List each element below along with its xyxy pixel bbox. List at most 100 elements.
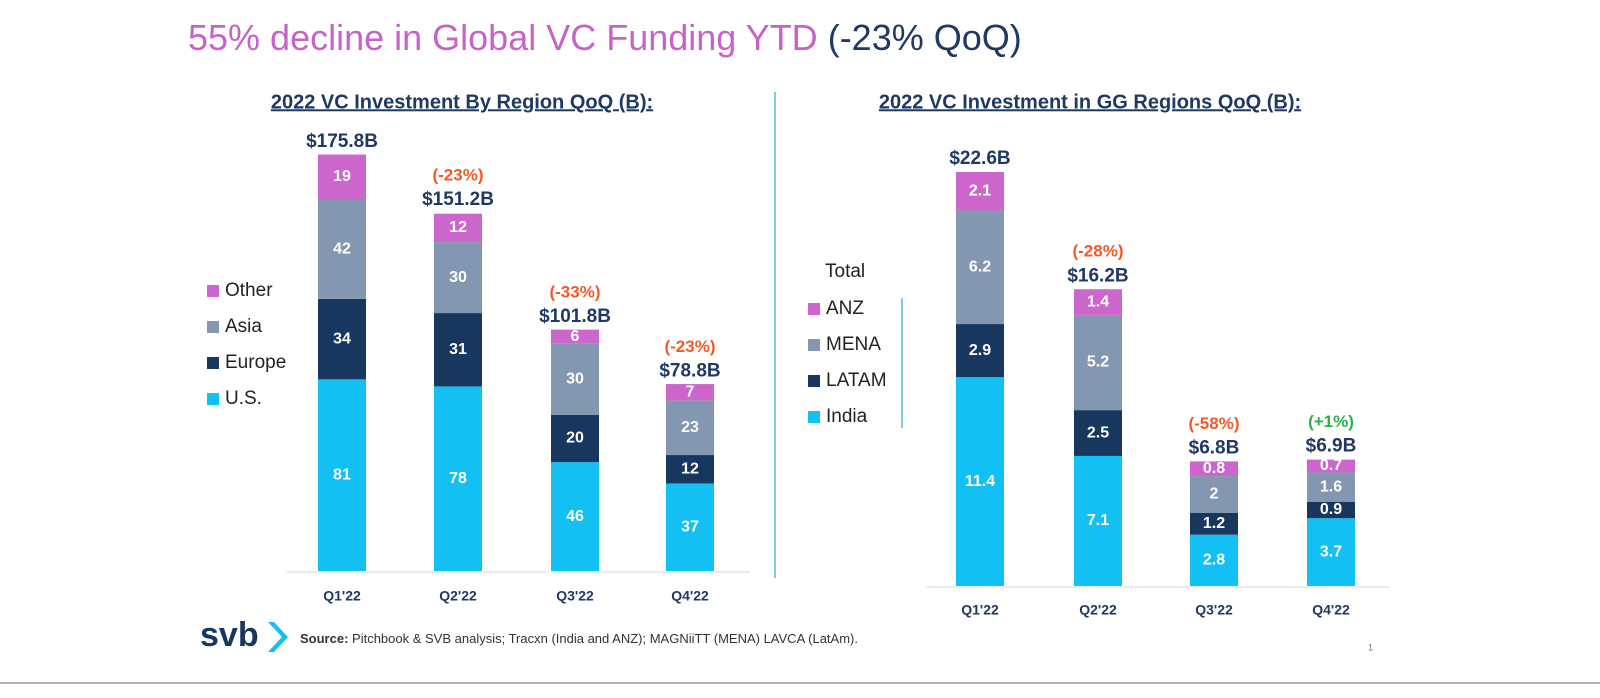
segment-label: 2.5 xyxy=(1087,424,1109,441)
bar-segment xyxy=(1190,512,1238,535)
x-tick-label: Q3'22 xyxy=(556,588,594,604)
bar-segment xyxy=(1307,501,1355,519)
change-label: (-23%) xyxy=(664,337,715,356)
bar-segment xyxy=(956,377,1004,586)
bar-segment xyxy=(551,329,599,344)
segment-label: 12 xyxy=(449,219,467,236)
total-label: $6.8B xyxy=(1189,437,1240,458)
bar-segment xyxy=(956,324,1004,378)
segment-label: 34 xyxy=(333,330,351,347)
segment-label: 31 xyxy=(449,341,467,358)
total-label: $6.9B xyxy=(1306,436,1357,457)
legend-swatch xyxy=(207,321,219,333)
bar-segment xyxy=(666,483,714,571)
total-label: $101.8B xyxy=(539,306,611,327)
segment-label: 2.9 xyxy=(969,342,991,359)
legend-swatch xyxy=(808,339,820,351)
source: Source: Pitchbook & SVB analysis; Tracxn… xyxy=(300,631,858,646)
total-label: $16.2B xyxy=(1067,265,1128,286)
slide-title: 55% decline in Global VC Funding YTD (-2… xyxy=(188,17,1022,58)
bar-segment xyxy=(1307,518,1355,586)
x-tick-label: Q4'22 xyxy=(1312,602,1350,618)
segment-label: 37 xyxy=(681,518,699,535)
bar-segment xyxy=(666,455,714,484)
legend-label: Europe xyxy=(225,352,286,373)
x-tick-label: Q4'22 xyxy=(671,588,709,604)
bar-segment xyxy=(318,379,366,571)
bar-segment xyxy=(1307,472,1355,502)
segment-label: 81 xyxy=(333,466,351,483)
segment-label: 1.4 xyxy=(1087,293,1109,310)
segment-label: 6 xyxy=(571,328,580,345)
legend-swatch xyxy=(207,285,219,297)
source-label: Source: xyxy=(300,631,348,646)
legend-title: Total xyxy=(825,261,865,282)
change-label: (-23%) xyxy=(432,166,483,185)
segment-label: 42 xyxy=(333,240,351,257)
legend-swatch xyxy=(207,393,219,405)
segment-label: 19 xyxy=(333,168,351,185)
change-label: (+1%) xyxy=(1308,412,1354,431)
segment-label: 12 xyxy=(681,460,699,477)
legend-label: India xyxy=(826,406,868,427)
bar-segment xyxy=(1190,461,1238,477)
legend-swatch xyxy=(808,411,820,423)
title-main: 55% decline in Global VC Funding YTD xyxy=(188,17,818,58)
legend-swatch xyxy=(808,375,820,387)
total-label: $78.8B xyxy=(659,361,720,382)
bar-segment xyxy=(551,414,599,463)
bar-segment xyxy=(1074,289,1122,315)
segment-label: 2.8 xyxy=(1203,552,1225,569)
x-tick-label: Q1'22 xyxy=(323,588,361,604)
bar-segment xyxy=(666,400,714,456)
bar-segment xyxy=(318,154,366,200)
logo: svb xyxy=(200,616,259,654)
bar-segment xyxy=(434,386,482,571)
bar-segment xyxy=(666,384,714,401)
bar-segment xyxy=(318,298,366,380)
legend-label: Asia xyxy=(225,316,262,337)
change-label: (-28%) xyxy=(1072,242,1123,261)
total-label: $151.2B xyxy=(422,189,494,210)
chart-title: 2022 VC Investment By Region QoQ (B): xyxy=(271,91,653,113)
bar-segment xyxy=(434,313,482,387)
segment-label: 30 xyxy=(566,371,584,388)
x-tick-label: Q3'22 xyxy=(1195,602,1233,618)
segment-label: 11.4 xyxy=(965,473,995,490)
title-suffix: (-23% QoQ) xyxy=(828,17,1022,58)
bar-segment xyxy=(551,343,599,415)
legend-label: MENA xyxy=(826,334,881,355)
bar-segment xyxy=(956,210,1004,325)
bar-segment xyxy=(1074,455,1122,586)
segment-label: 2 xyxy=(1210,486,1219,503)
chart-title: 2022 VC Investment in GG Regions QoQ (B)… xyxy=(879,91,1301,113)
segment-label: 3.7 xyxy=(1320,543,1342,560)
change-label: (-58%) xyxy=(1188,414,1239,433)
legend-label: ANZ xyxy=(826,298,864,319)
legend-label: Other xyxy=(225,280,273,301)
x-tick-label: Q2'22 xyxy=(439,588,477,604)
x-tick-label: Q2'22 xyxy=(1079,602,1117,618)
change-label: (-33%) xyxy=(549,283,600,302)
bar-segment xyxy=(1074,410,1122,456)
segment-label: 7 xyxy=(686,384,695,401)
bar-segment xyxy=(956,172,1004,211)
total-label: $22.6B xyxy=(949,148,1010,169)
segment-label: 0.7 xyxy=(1320,457,1342,474)
segment-label: 0.9 xyxy=(1320,501,1342,518)
segment-label: 7.1 xyxy=(1087,512,1109,529)
segment-label: 5.2 xyxy=(1087,354,1109,371)
legend-label: U.S. xyxy=(225,388,262,409)
segment-label: 6.2 xyxy=(969,258,991,275)
x-tick-label: Q1'22 xyxy=(961,602,999,618)
logo-chevron xyxy=(268,622,288,652)
bar-segment xyxy=(1074,314,1122,411)
total-label: $175.8B xyxy=(306,131,378,152)
segment-label: 46 xyxy=(566,508,584,525)
segment-label: 23 xyxy=(681,419,699,436)
bar-segment xyxy=(1190,476,1238,513)
segment-label: 78 xyxy=(449,470,467,487)
bar-segment xyxy=(551,462,599,571)
segment-label: 1.6 xyxy=(1320,478,1342,495)
